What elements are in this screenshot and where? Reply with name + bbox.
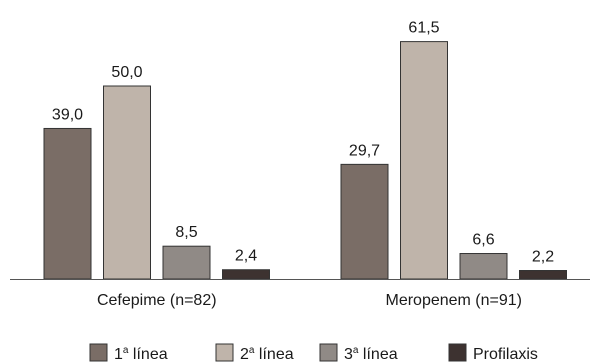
category-label-1: Cefepime (n=82)	[97, 292, 217, 309]
legend-label-1: 1a línea	[114, 345, 168, 363]
legend-swatch-4	[448, 343, 467, 362]
bar-1-2	[103, 85, 151, 280]
legend-label-4: Profilaxis	[473, 346, 538, 363]
bar-2-4	[519, 270, 567, 280]
value-label-1-3: 8,5	[175, 224, 197, 241]
value-label-2-2: 61,5	[408, 20, 439, 37]
bars-layer: 39,0 50,0 8,5 2,4 29,7 61,5 6,6 2,2	[43, 20, 567, 280]
bar-1-4	[222, 269, 270, 280]
value-label-2-3: 6,6	[472, 232, 494, 249]
bar-2-3	[459, 253, 508, 280]
category-label-2: Meropenem (n=91)	[385, 292, 522, 309]
value-label-2-1: 29,7	[349, 142, 380, 159]
legend-swatch-3	[319, 343, 338, 362]
legend: 1a línea 2a línea 3a línea Profilaxis	[89, 343, 538, 363]
bar-1-1	[43, 127, 92, 280]
value-label-1-4: 2,4	[235, 248, 257, 265]
legend-swatch-1	[89, 343, 108, 362]
bar-2-2	[400, 41, 448, 280]
value-label-1-2: 50,0	[111, 64, 142, 81]
legend-label-2: 2a línea	[240, 345, 294, 363]
value-label-2-4: 2,2	[532, 249, 554, 266]
legend-swatch-2	[215, 343, 234, 362]
legend-label-3: 3a línea	[344, 345, 398, 363]
value-label-1-1: 39,0	[52, 106, 83, 123]
bar-2-1	[340, 163, 389, 280]
bar-1-3	[162, 245, 211, 280]
category-labels: Cefepime (n=82) Meropenem (n=91)	[97, 292, 522, 309]
